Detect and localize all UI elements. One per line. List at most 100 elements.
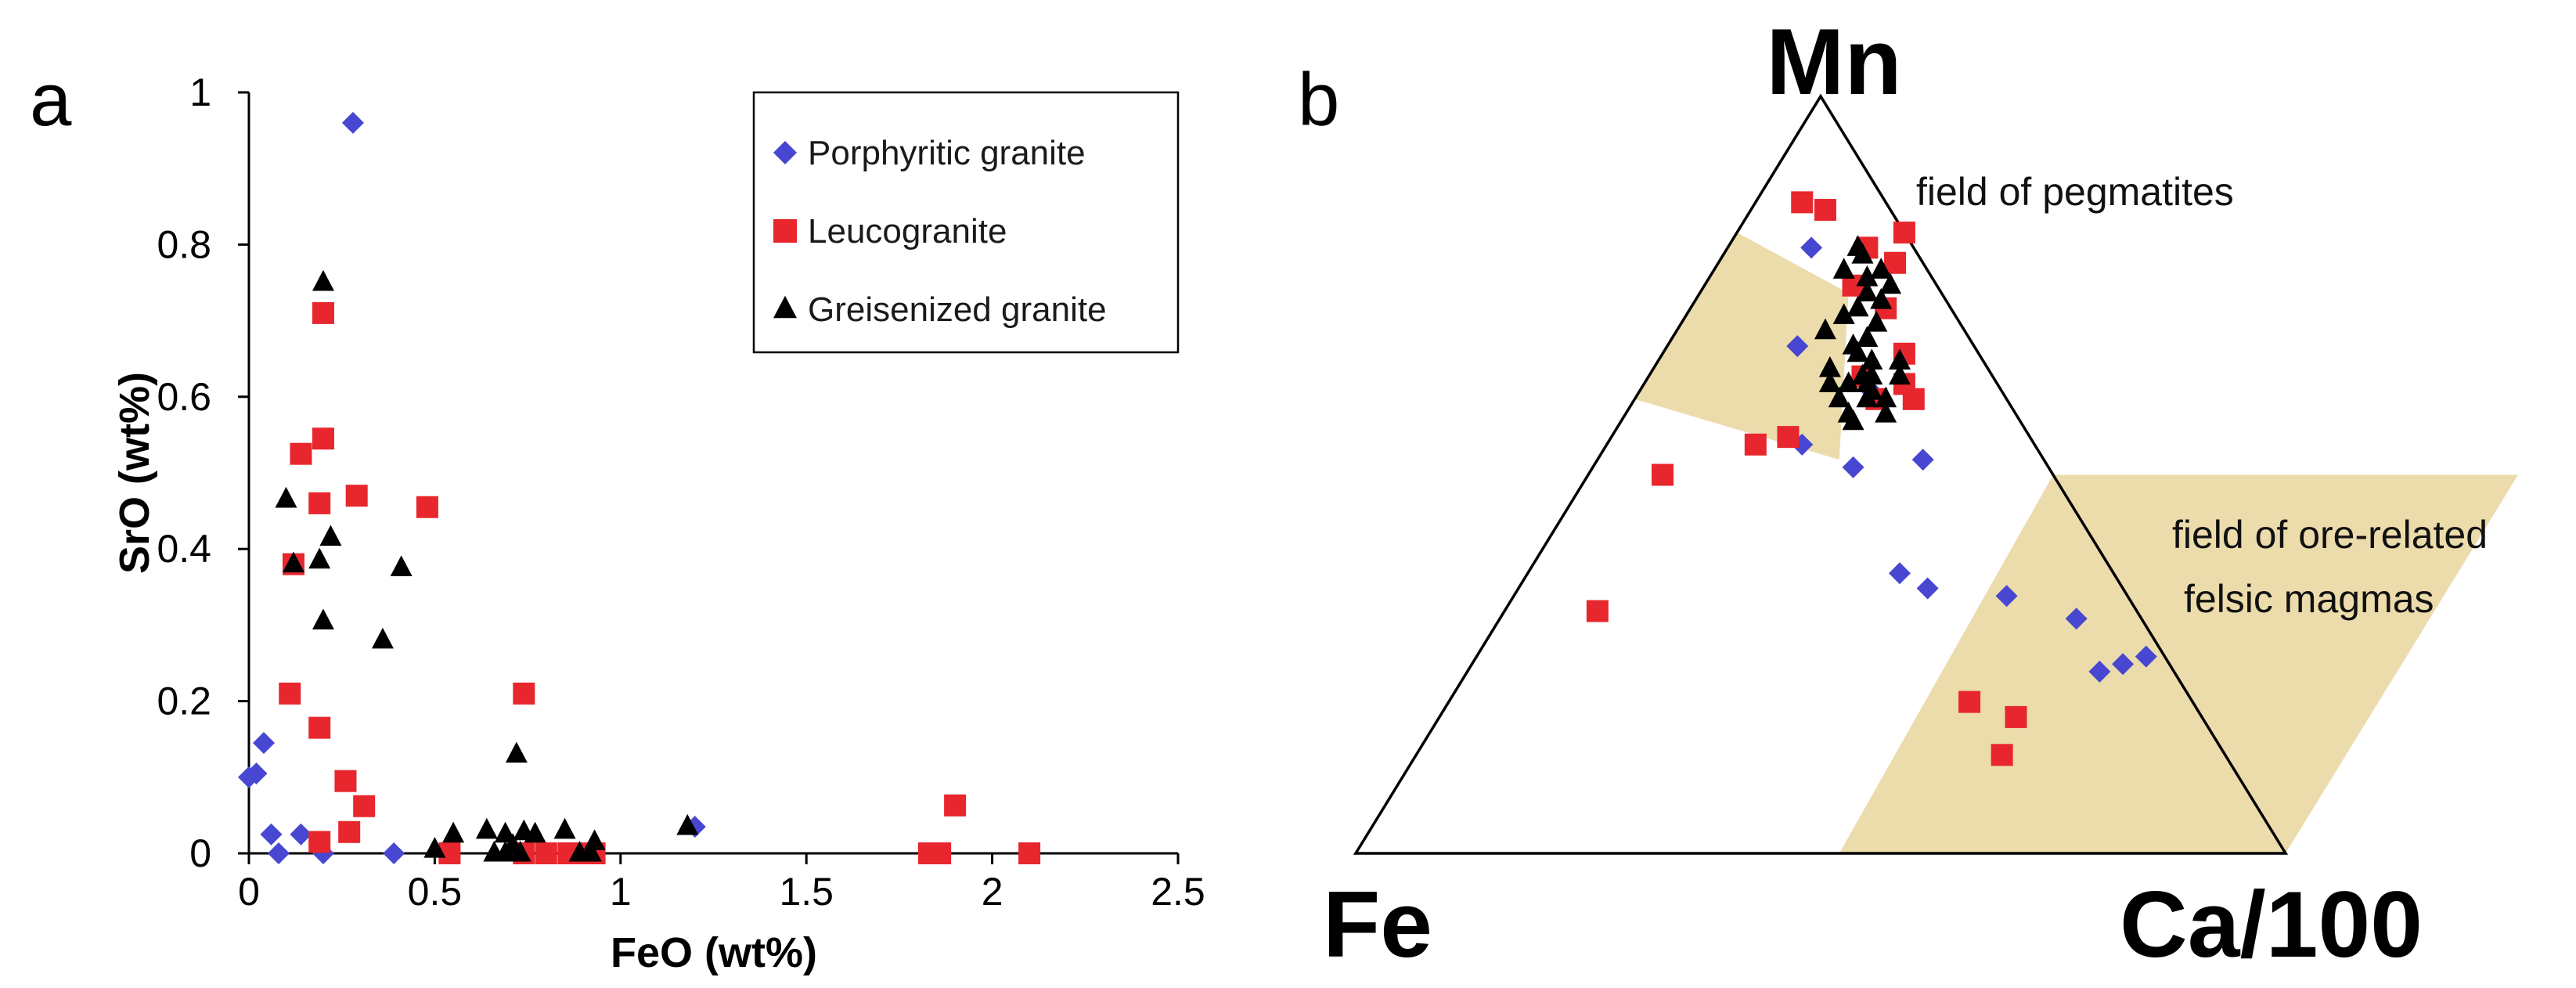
- data-point-square: [1018, 842, 1041, 864]
- panel-label-b: b: [1298, 58, 1339, 142]
- data-point-square: [353, 795, 376, 817]
- data-point-triangle: [442, 821, 465, 843]
- ternary-point-diamond: [1916, 577, 1939, 600]
- ternary-point-triangle: [1870, 287, 1893, 309]
- ternary-point-diamond: [1786, 335, 1809, 358]
- data-point-triangle: [312, 608, 334, 630]
- ternary-point-diamond: [2135, 645, 2157, 668]
- ternary-point-diamond: [2112, 653, 2135, 676]
- legend-label: Greisenized granite: [808, 290, 1107, 329]
- data-point-square: [944, 794, 967, 817]
- ternary-point-triangle: [1851, 242, 1874, 264]
- vertex-label-ca: Ca/100: [2120, 872, 2423, 977]
- ternary-point-square: [1791, 191, 1814, 214]
- ternary-point-triangle: [1856, 326, 1879, 347]
- data-point-square: [312, 427, 334, 450]
- ternary-point-triangle: [1888, 348, 1911, 370]
- ternary-panel-b: b Mn Fe Ca/100 field of pegmatites field…: [1298, 9, 2518, 977]
- ternary-point-triangle: [1842, 409, 1864, 431]
- legend-label: Porphyritic granite: [808, 134, 1086, 172]
- panel-label-a: a: [30, 58, 72, 142]
- ternary-point-triangle: [1818, 371, 1841, 392]
- ternary-point-triangle: [1875, 386, 1897, 408]
- legend-marker-square: [773, 219, 797, 243]
- x-tick-label: 0: [238, 870, 260, 914]
- ternary-point-triangle: [1837, 371, 1860, 392]
- data-point-square: [308, 716, 331, 739]
- data-point-diamond: [260, 823, 283, 846]
- vertex-label-fe: Fe: [1323, 872, 1432, 977]
- ternary-point-square: [1586, 600, 1609, 622]
- data-point-triangle: [553, 817, 576, 839]
- ternary-triangle: [1353, 93, 2289, 855]
- data-point-triangle: [319, 525, 342, 546]
- field-label-ore-related-line-2: felsic magmas: [2184, 577, 2434, 621]
- x-tick-label: 2: [982, 870, 1003, 914]
- x-tick-label: 1: [610, 870, 632, 914]
- x-tick-label: 1.5: [779, 870, 834, 914]
- ternary-point-square: [1814, 199, 1836, 222]
- ternary-point-diamond: [1911, 449, 1934, 471]
- field-label-pegmatites: field of pegmatites: [1916, 170, 2234, 214]
- data-point-triangle: [505, 741, 528, 763]
- y-axis-title: SrO (wt%): [111, 372, 158, 574]
- data-point-diamond: [267, 842, 290, 864]
- ternary-point-triangle: [1832, 303, 1855, 324]
- data-point-square: [416, 496, 438, 518]
- ternary-point-triangle: [1856, 280, 1879, 301]
- y-tick-label: 1: [189, 70, 211, 114]
- vertex-label-mn: Mn: [1766, 9, 1901, 114]
- ternary-point-triangle: [1846, 295, 1869, 317]
- ternary-point-square: [2005, 705, 2027, 728]
- data-point-triangle: [475, 817, 498, 839]
- ternary-point-triangle: [1870, 258, 1893, 279]
- y-tick-label: 0.6: [157, 375, 211, 419]
- ternary-point-triangle: [1865, 311, 1888, 332]
- data-point-square: [535, 842, 557, 864]
- ternary-point-triangle: [1832, 258, 1855, 279]
- data-point-square: [338, 820, 361, 843]
- data-point-triangle: [312, 269, 334, 291]
- data-point-triangle: [282, 551, 304, 573]
- ternary-point-square: [1744, 433, 1767, 456]
- legend-box: [752, 91, 1180, 354]
- data-point-square: [312, 301, 334, 324]
- ternary-point-triangle: [1818, 356, 1841, 377]
- ternary-point-square: [1902, 388, 1925, 410]
- ternary-point-triangle: [1861, 348, 1883, 370]
- ternary-point-square: [1777, 426, 1800, 449]
- y-tick-label: 0.8: [157, 222, 211, 266]
- ternary-point-triangle: [1875, 402, 1897, 423]
- ternary-point-triangle: [1861, 379, 1883, 400]
- y-tick-label: 0.4: [157, 527, 211, 571]
- y-tick-label: 0: [189, 831, 211, 875]
- data-point-diamond: [245, 762, 268, 784]
- data-point-square: [308, 831, 331, 853]
- panel-b-points: [1586, 191, 2157, 766]
- ternary-point-triangle: [1888, 363, 1911, 385]
- ternary-point-triangle: [1856, 265, 1879, 287]
- panel-a-ticks: 0 0.5 1 1.5 2 2.5 0 0.2 0.4 0.6 0.8 1: [157, 70, 1205, 914]
- data-point-triangle: [390, 555, 413, 576]
- data-point-triangle: [509, 840, 531, 862]
- data-point-triangle: [676, 813, 699, 835]
- legend-label: Leucogranite: [808, 212, 1007, 251]
- data-point-diamond: [290, 823, 312, 846]
- ternary-point-square: [1991, 744, 2013, 766]
- data-point-triangle: [524, 821, 546, 843]
- data-point-square: [929, 842, 952, 864]
- ternary-point-square: [1958, 691, 1981, 713]
- data-point-square: [513, 682, 535, 705]
- ternary-point-diamond: [1995, 585, 2018, 608]
- data-point-diamond: [341, 111, 364, 134]
- ternary-point-triangle: [1814, 318, 1836, 340]
- data-point-diamond: [252, 732, 275, 755]
- field-area-0: [1634, 233, 1849, 460]
- x-tick-label: 2.5: [1151, 870, 1205, 914]
- ternary-point-square: [1884, 251, 1907, 274]
- ternary-point-diamond: [1800, 236, 1823, 259]
- ternary-point-diamond: [2065, 608, 2088, 630]
- ternary-point-triangle: [1828, 386, 1850, 408]
- ternary-point-triangle: [1851, 363, 1874, 385]
